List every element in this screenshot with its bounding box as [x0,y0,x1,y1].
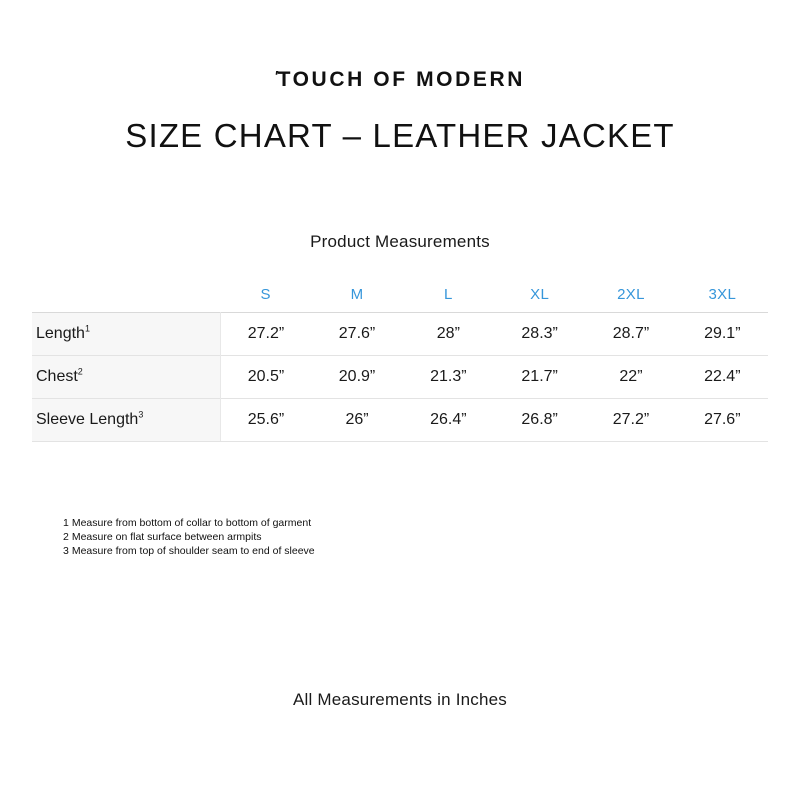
footnotes-block: 1 Measure from bottom of collar to bottom… [63,516,315,558]
column-header-xl: XL [530,285,550,303]
footnote-2: 2 Measure on flat surface between armpits [63,530,315,544]
column-header-l: L [444,285,453,303]
cell-chest-xl: 21.7” [493,355,586,399]
cell-chest-s: 20.5” [220,355,312,399]
cell-sleeve-s: 25.6” [220,398,312,442]
footnote-1: 1 Measure from bottom of collar to bottom… [63,516,315,530]
cell-sleeve-3xl: 27.6” [676,398,768,442]
footnote-2-number: 2 [63,531,69,543]
table-header: S M L XL 2XL 3XL [32,276,768,313]
section-subtitle: Product Measurements [310,232,490,251]
footnote-3: 3 Measure from top of shoulder seam to en… [63,544,315,558]
cell-chest-m: 20.9” [311,355,403,399]
column-header-m: M [350,285,364,303]
row-label-chest: Chest2 [32,355,221,399]
table-row: Sleeve Length3 25.6” 26” 26.4” 26.8” 27.… [32,398,768,442]
table-body: Length1 27.2” 27.6” 28” 28.3” 28.7” 29.1… [32,312,768,442]
row-label-chest-text: Chest [36,368,78,385]
row-label-chest-footnote-ref: 2 [77,366,83,377]
cell-length-3xl: 29.1” [676,312,768,356]
page-title: SIZE CHART – LEATHER JACKET [125,117,675,154]
table-row: Length1 27.2” 27.6” 28” 28.3” 28.7” 29.1… [32,312,768,356]
row-label-sleeve-length: Sleeve Length3 [32,398,221,442]
row-label-sleeve-length-footnote-ref: 3 [138,409,144,420]
cell-length-xl: 28.3” [493,312,586,356]
size-chart-table: S M L XL 2XL 3XL Length1 27.2” 27.6” 28”… [32,276,768,442]
table-header-row: S M L XL 2XL 3XL [32,276,768,313]
cell-length-s: 27.2” [220,312,312,356]
footnote-2-text: Measure on flat surface between armpits [71,531,262,543]
cell-length-l: 28” [402,312,494,356]
brand-name: TOUCH OF MODERN [277,68,526,91]
brand-logo-text: ′TOUCH OF MODERN [275,68,525,92]
cell-sleeve-l: 26.4” [402,398,494,442]
row-label-length-footnote-ref: 1 [84,323,90,334]
brand-logo: ′TOUCH OF MODERN [0,68,800,92]
footnote-1-number: 1 [63,517,69,529]
cell-chest-3xl: 22.4” [676,355,768,399]
column-header-2xl: 2XL [617,285,645,303]
size-chart-table-container: S M L XL 2XL 3XL Length1 27.2” 27.6” 28”… [32,276,768,442]
cell-length-m: 27.6” [311,312,403,356]
column-header-measurement [32,276,220,313]
row-label-sleeve-length-text: Sleeve Length [36,411,139,428]
table-row: Chest2 20.5” 20.9” 21.3” 21.7” 22” 22.4” [32,355,768,399]
cell-sleeve-xl: 26.8” [493,398,586,442]
cell-length-2xl: 28.7” [585,312,677,356]
footnote-3-text: Measure from top of shoulder seam to end… [71,545,315,557]
brand-tick-mark: ′ [274,68,279,85]
cell-chest-l: 21.3” [402,355,494,399]
row-label-length-text: Length [36,325,85,342]
column-header-3xl: 3XL [708,285,737,303]
column-header-s: S [260,285,271,303]
footnote-1-text: Measure from bottom of collar to bottom … [71,517,312,529]
cell-chest-2xl: 22” [585,355,677,399]
footer-note: All Measurements in Inches [292,690,507,709]
row-label-length: Length1 [32,312,221,356]
cell-sleeve-2xl: 27.2” [585,398,677,442]
footnote-3-number: 3 [63,545,69,557]
cell-sleeve-m: 26” [311,398,403,442]
